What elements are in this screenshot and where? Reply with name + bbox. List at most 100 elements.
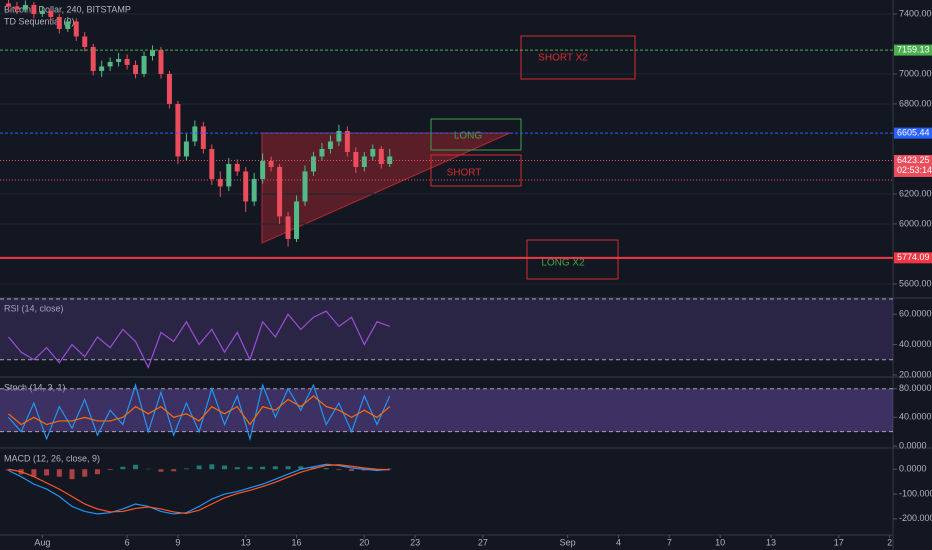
price-label: 6605.44 bbox=[897, 128, 930, 138]
candle-body bbox=[99, 66, 105, 71]
candle-body bbox=[73, 21, 79, 37]
x-tick-label: 17 bbox=[834, 537, 844, 547]
price-label: 7159.13 bbox=[897, 44, 930, 54]
candle-body bbox=[22, 4, 28, 10]
histogram-bar bbox=[158, 469, 164, 472]
y-tick-label: 6000.00 bbox=[899, 218, 932, 228]
y-tick-label: 40.0000 bbox=[899, 339, 932, 349]
band bbox=[0, 299, 893, 360]
y-tick-label: 80.0000 bbox=[899, 383, 932, 393]
price-label: 5774.09 bbox=[897, 252, 930, 262]
y-tick-label: 5600.00 bbox=[899, 278, 932, 288]
candle-body bbox=[192, 126, 198, 142]
x-tick-label: 9 bbox=[175, 537, 180, 547]
y-tick-label: 6800.00 bbox=[899, 98, 932, 108]
x-tick-label: 10 bbox=[715, 537, 725, 547]
candle-body bbox=[251, 178, 257, 202]
x-tick-label: 13 bbox=[766, 537, 776, 547]
candle-body bbox=[183, 141, 189, 157]
histogram-bar bbox=[247, 466, 253, 470]
candle-body bbox=[5, 3, 11, 7]
y-tick-label: -100.0000 bbox=[899, 488, 932, 498]
histogram-bar bbox=[336, 469, 342, 470]
x-tick-label: 27 bbox=[478, 537, 488, 547]
candle-body bbox=[141, 55, 147, 74]
annotation-box bbox=[520, 35, 636, 80]
x-tick-label: 13 bbox=[241, 537, 251, 547]
histogram-bar bbox=[171, 469, 177, 472]
x-tick-label: 23 bbox=[410, 537, 420, 547]
candle-body bbox=[39, 10, 45, 14]
histogram-bar bbox=[298, 466, 304, 470]
histogram-bar bbox=[272, 466, 278, 470]
candle-body bbox=[260, 160, 266, 179]
histogram-bar bbox=[31, 469, 37, 477]
candle-body bbox=[56, 16, 62, 29]
histogram-bar bbox=[196, 465, 202, 470]
candle-body bbox=[226, 163, 232, 187]
y-tick-label: 20.0000 bbox=[899, 369, 932, 379]
candle-body bbox=[48, 10, 54, 17]
y-tick-label: 7000.00 bbox=[899, 68, 932, 78]
histogram-bar bbox=[44, 469, 50, 476]
candle-body bbox=[217, 178, 223, 187]
candle-body bbox=[319, 148, 325, 157]
candle-body bbox=[31, 4, 37, 14]
indicator-title: MACD (12, 26, close, 9) bbox=[4, 453, 100, 463]
candle-body bbox=[378, 148, 384, 164]
price-label: 6423.25 bbox=[897, 155, 930, 165]
histogram-bar bbox=[285, 466, 291, 470]
histogram-bar bbox=[361, 469, 367, 471]
histogram-bar bbox=[107, 469, 113, 470]
candle-body bbox=[65, 21, 71, 29]
x-tick-label: 20 bbox=[359, 537, 369, 547]
x-tick-label: 6 bbox=[125, 537, 130, 547]
annotations: SHORT X2 LONG SHORT LONG X2 bbox=[430, 35, 636, 280]
candle-body bbox=[336, 130, 342, 142]
histogram-bar bbox=[222, 465, 228, 470]
candle-body bbox=[294, 201, 300, 239]
annotation: LONG bbox=[454, 131, 483, 142]
x-tick-label: 2 bbox=[887, 537, 892, 547]
histogram-bar bbox=[120, 466, 126, 470]
candle-body bbox=[353, 151, 359, 167]
candle-body bbox=[234, 163, 240, 172]
histogram-bar bbox=[209, 464, 215, 470]
candle-body bbox=[370, 148, 376, 157]
candle-body bbox=[327, 141, 333, 149]
annotation: SHORT X2 bbox=[538, 53, 588, 64]
candle-body bbox=[133, 64, 139, 74]
x-tick-label: 4 bbox=[616, 537, 621, 547]
y-tick-label: 60.0000 bbox=[899, 309, 932, 319]
candle-body bbox=[107, 61, 113, 67]
y-tick-label: 40.0000 bbox=[899, 412, 932, 422]
histogram-bar bbox=[349, 469, 355, 471]
y-tick-label: 6200.00 bbox=[899, 188, 932, 198]
candle-body bbox=[387, 156, 393, 164]
candle-body bbox=[243, 171, 249, 202]
candle-body bbox=[82, 36, 88, 47]
chart-title: Bitcoin / Dollar, 240, BITSTAMP bbox=[4, 4, 131, 14]
candle-body bbox=[158, 49, 164, 74]
series-line bbox=[8, 395, 391, 426]
candle-body bbox=[209, 148, 215, 179]
price-label-bg bbox=[894, 44, 932, 56]
candle-body bbox=[166, 73, 172, 104]
series-line bbox=[8, 310, 390, 369]
candle-body bbox=[175, 103, 181, 157]
candle-body bbox=[285, 216, 291, 239]
annotation: LONG X2 bbox=[541, 258, 585, 269]
annotation-box bbox=[526, 239, 619, 280]
histogram-bar bbox=[56, 469, 62, 477]
candle-body bbox=[344, 130, 350, 152]
candle-body bbox=[268, 160, 274, 167]
x-tick-label: 16 bbox=[292, 537, 302, 547]
y-tick-label: -200.0000 bbox=[899, 513, 932, 523]
histogram-bar bbox=[183, 468, 189, 470]
candle-body bbox=[116, 58, 122, 62]
histogram-bar bbox=[69, 469, 75, 480]
annotation: SHORT bbox=[447, 168, 482, 179]
histogram-bar bbox=[374, 469, 380, 471]
